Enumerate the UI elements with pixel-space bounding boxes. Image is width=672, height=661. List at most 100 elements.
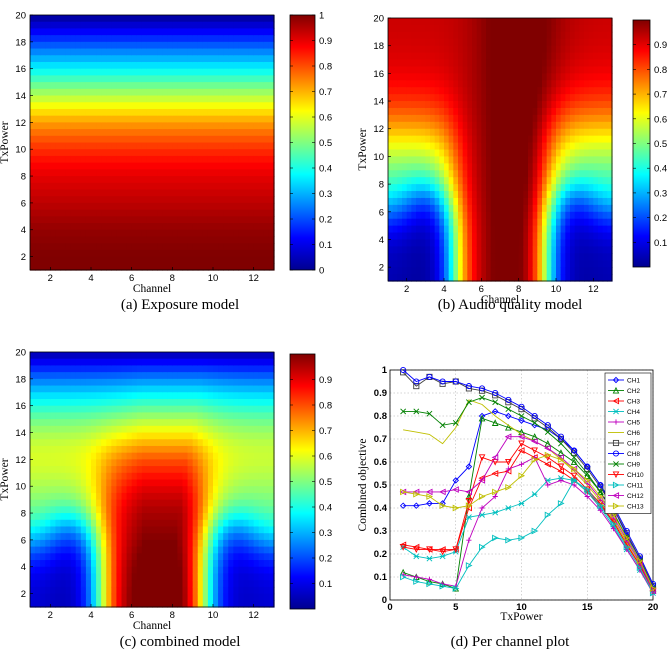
heatmap-cell <box>35 75 41 83</box>
heatmap-cell <box>202 75 209 83</box>
heatmap-cell <box>162 223 168 231</box>
heatmap-cell <box>55 21 62 30</box>
heatmap-cell <box>35 115 41 123</box>
heatmap-cell <box>551 170 557 178</box>
heatmap-cell <box>182 115 189 123</box>
heatmap-cell <box>146 155 153 164</box>
heatmap-cell <box>192 216 199 224</box>
heatmap-cell <box>121 142 128 150</box>
heatmap-cell <box>574 197 580 206</box>
heatmap-cell <box>101 445 107 454</box>
heatmap-cell <box>55 513 62 521</box>
heatmap-cell <box>495 80 501 88</box>
heatmap-cell <box>448 59 454 68</box>
heatmap-cell <box>458 211 464 220</box>
heatmap-cell <box>131 546 138 554</box>
heatmap-cell <box>116 365 123 373</box>
heatmap-cell <box>91 182 97 191</box>
heatmap-cell <box>96 539 102 548</box>
heatmap-cell <box>263 108 270 117</box>
heatmap-cell <box>157 202 163 211</box>
heatmap-cell <box>472 80 478 88</box>
heatmap-cell <box>238 209 245 217</box>
heatmap-cell <box>45 526 51 534</box>
heatmap-cell <box>80 155 87 164</box>
heatmap-cell <box>207 88 214 97</box>
heatmap-cell <box>476 142 482 151</box>
heatmap-cell <box>397 184 403 192</box>
heatmap-cell <box>60 593 67 601</box>
heatmap-cell <box>85 55 92 63</box>
heatmap-cell <box>448 73 454 81</box>
heatmap-cell <box>40 519 46 528</box>
heatmap-cell <box>96 439 102 447</box>
heatmap-cell <box>411 177 417 185</box>
heatmap-cell <box>162 21 168 30</box>
heatmap-cell <box>75 352 82 360</box>
heatmap-cell <box>397 73 403 81</box>
heatmap-cell <box>85 176 92 184</box>
heatmap-cell <box>202 182 209 191</box>
heatmap-cell <box>167 580 173 588</box>
heatmap-cell <box>106 479 112 487</box>
heatmap-cell <box>514 107 520 116</box>
heatmap-cell <box>187 41 194 50</box>
heatmap-cell <box>462 253 468 261</box>
heatmap-cell <box>80 88 87 97</box>
heatmap-cell <box>574 225 580 234</box>
heatmap-cell <box>106 445 112 454</box>
heatmap-cell <box>172 519 179 528</box>
heatmap-cell <box>213 216 219 224</box>
heatmap-cell <box>126 600 133 608</box>
heatmap-cell <box>126 249 133 258</box>
heatmap-cell <box>537 204 543 213</box>
heatmap-cell <box>504 128 510 137</box>
heatmap-cell <box>574 80 580 88</box>
heatmap-cell <box>45 189 51 197</box>
heatmap-cell <box>223 95 229 103</box>
heatmap-cell <box>141 28 148 36</box>
heatmap-cell <box>162 385 168 393</box>
heatmap-cell <box>602 87 608 95</box>
heatmap-cell <box>162 506 168 514</box>
heatmap-cell <box>182 546 189 554</box>
heatmap-cell <box>430 218 436 227</box>
heatmap-cell <box>157 243 163 251</box>
heatmap-cell <box>75 61 82 70</box>
heatmap-cell <box>607 87 613 95</box>
heatmap-cell <box>45 149 51 157</box>
heatmap-cell <box>243 15 250 23</box>
heatmap-cell <box>70 472 77 481</box>
heatmap-cell <box>258 75 265 83</box>
heatmap-cell <box>106 580 112 588</box>
heatmap-cell <box>243 155 250 164</box>
heatmap-cell <box>96 169 102 177</box>
heatmap-cell <box>96 15 102 23</box>
heatmap-cell <box>602 24 608 33</box>
heatmap-cell <box>126 48 133 56</box>
heatmap-cell <box>172 61 179 70</box>
heatmap-cell <box>35 162 41 170</box>
heatmap-cell <box>101 108 107 117</box>
heatmap-cell <box>258 88 265 97</box>
heatmap-cell <box>439 114 445 123</box>
heatmap-cell <box>228 48 234 56</box>
heatmap-cell <box>146 108 153 117</box>
heatmap-cell <box>136 412 143 420</box>
heatmap-cell <box>551 45 557 54</box>
heatmap-cell <box>182 149 189 157</box>
heatmap-cell <box>162 398 168 407</box>
heatmap-cell <box>106 405 112 413</box>
heatmap-cell <box>514 184 520 192</box>
heatmap-cell <box>80 263 87 271</box>
heatmap-cell <box>486 31 492 40</box>
heatmap-cell <box>30 263 36 271</box>
heatmap-cell <box>146 479 153 487</box>
heatmap-cell <box>177 479 184 487</box>
heatmap-cell <box>101 358 107 367</box>
heatmap-cell <box>121 129 128 137</box>
heatmap-cell <box>121 21 128 30</box>
heatmap-cell <box>532 267 538 275</box>
heatmap-cell <box>182 392 189 400</box>
heatmap-cell <box>439 184 445 192</box>
